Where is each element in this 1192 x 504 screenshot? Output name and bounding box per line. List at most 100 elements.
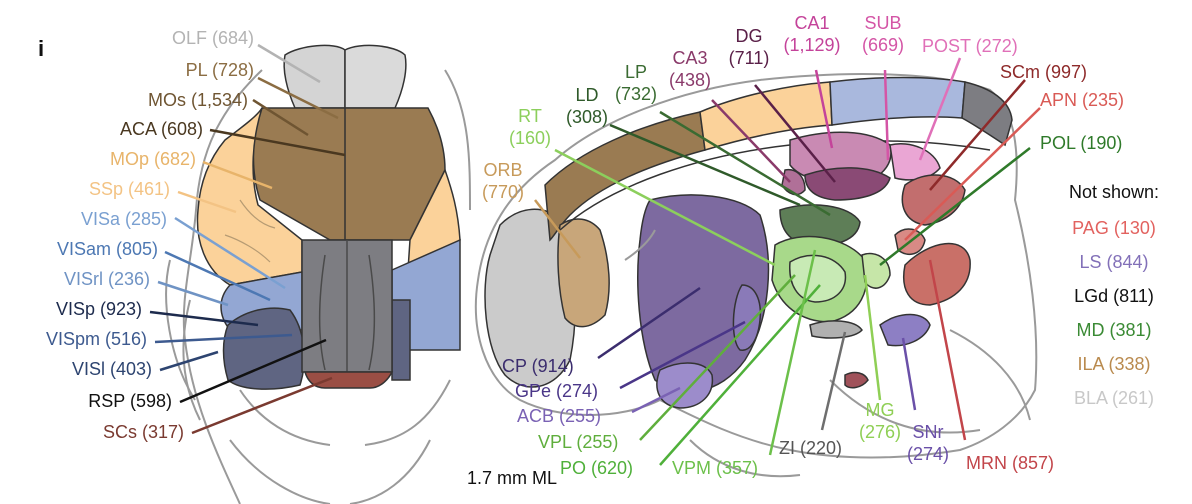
sagittal-labels-inline: POST (272) SCm (997) APN (235) POL (190)… — [467, 36, 1124, 488]
label-VPM: VPM (357) — [672, 458, 758, 478]
label-ZI: ZI (220) — [779, 438, 842, 458]
label-RSP: RSP (598) — [88, 391, 172, 411]
region-cortex-grey — [961, 81, 1013, 147]
region-MRN-sag — [903, 243, 971, 306]
region-small-red — [844, 371, 869, 389]
label-SCs: SCs (317) — [103, 422, 184, 442]
not-shown-ILA: ILA (338) — [1077, 354, 1150, 374]
region-SCs — [303, 371, 394, 389]
dorsal-leader-lines — [149, 43, 346, 435]
region-LP-sag — [779, 204, 861, 247]
label-SNr: SNr (274) — [907, 422, 949, 464]
sagittal-section — [474, 73, 1038, 478]
not-shown-LGd: LGd (811) — [1074, 286, 1154, 306]
leader-SCs — [191, 376, 333, 435]
not-shown-MD: MD (381) — [1076, 320, 1151, 340]
panel-letter: i — [38, 36, 44, 61]
label-ORB: ORB (770) — [482, 160, 524, 202]
label-VISp: VISp (923) — [56, 299, 142, 319]
leader-MG — [863, 274, 882, 401]
leader-VPM — [768, 249, 817, 456]
region-ORB-sag — [557, 218, 610, 328]
region-SNr-sag — [879, 313, 931, 347]
label-VISl: VISl (403) — [72, 359, 152, 379]
dorsal-labels: OLF (684) PL (728) MOs (1,534) ACA (608)… — [46, 28, 254, 442]
label-VISa: VISa (285) — [81, 209, 167, 229]
label-APN: APN (235) — [1040, 90, 1124, 110]
label-GPe: GPe (274) — [515, 381, 598, 401]
sagittal-labels: RT (160) LD (308) LP (732) ORB (770) CA3 (438… — [482, 13, 949, 464]
leader-CA1 — [814, 69, 834, 149]
leader-VISa — [174, 216, 286, 290]
region-VISp — [222, 307, 306, 390]
leader-MOs — [252, 98, 309, 137]
leader-ACA — [209, 128, 346, 157]
label-PO: PO (620) — [560, 458, 633, 478]
label-OLF: OLF (684) — [172, 28, 254, 48]
label-ACA: ACA (608) — [120, 119, 203, 139]
region-VISp-right — [391, 299, 411, 381]
leader-VISam — [164, 250, 271, 302]
label-VISpm: VISpm (516) — [46, 329, 147, 349]
region-SUB-sag — [889, 143, 941, 181]
label-MRN: MRN (857) — [966, 453, 1054, 473]
label-DG: DG (711) — [729, 26, 770, 68]
label-LP: LP (732) — [615, 62, 657, 104]
leader-GPe — [619, 320, 746, 390]
label-VISam: VISam (805) — [57, 239, 158, 259]
region-OLF-right — [344, 44, 407, 109]
label-RT: RT (160) — [509, 106, 551, 148]
label-CA3: CA3 (438) — [669, 48, 711, 90]
region-OLF — [283, 44, 346, 109]
leader-VISrl — [157, 280, 229, 307]
sagittal-leader-lines — [534, 57, 1041, 466]
not-shown-list: Not shown: PAG (130) LS (844) LGd (811) … — [1069, 182, 1159, 408]
not-shown-LS: LS (844) — [1079, 252, 1148, 272]
leader-VISpm — [154, 333, 293, 344]
leader-ZI — [820, 331, 847, 431]
leader-VISl — [159, 350, 219, 372]
leader-MOp — [202, 160, 273, 190]
leader-PO — [659, 284, 821, 466]
label-VISrl: VISrl (236) — [64, 269, 150, 289]
leader-APN — [904, 107, 1041, 241]
not-shown-title: Not shown: — [1069, 182, 1159, 202]
not-shown-PAG: PAG (130) — [1072, 218, 1156, 238]
label-POST: POST (272) — [922, 36, 1018, 56]
region-MOs — [252, 107, 446, 241]
label-PL: PL (728) — [186, 60, 254, 80]
region-ZI-sag — [809, 320, 863, 339]
leader-SUB — [883, 69, 890, 161]
leader-VPL — [639, 274, 796, 441]
leader-RSP — [179, 338, 327, 404]
leader-LD — [609, 123, 801, 207]
leader-CA3 — [711, 99, 791, 183]
leader-RT — [554, 148, 776, 267]
region-DG-sag — [804, 167, 891, 201]
leader-VISp — [149, 310, 259, 327]
label-CA1: CA1 (1,129) — [783, 13, 840, 55]
label-SCm: SCm (997) — [1000, 62, 1087, 82]
label-LD: LD (308) — [566, 85, 608, 127]
label-MG: MG (276) — [859, 400, 901, 442]
dorsal-view — [165, 44, 471, 504]
label-VPL: VPL (255) — [538, 432, 618, 452]
leader-CP — [597, 286, 701, 360]
region-PO-sag — [789, 254, 847, 303]
label-SSp: SSp (461) — [89, 179, 170, 199]
leader-OLF — [257, 43, 321, 84]
scale-note: 1.7 mm ML — [467, 468, 557, 488]
not-shown-BLA: BLA (261) — [1074, 388, 1154, 408]
region-SCm-sag — [901, 174, 966, 226]
leader-ACB — [631, 386, 681, 414]
leader-MRN — [928, 259, 967, 441]
leader-SNr — [901, 337, 917, 411]
leader-POL — [879, 147, 1031, 266]
leader-SSp — [177, 190, 237, 214]
region-cortex-blue — [829, 76, 966, 126]
leader-ORB — [534, 199, 581, 259]
label-ACB: ACB (255) — [517, 406, 601, 426]
leader-DG — [754, 84, 836, 183]
